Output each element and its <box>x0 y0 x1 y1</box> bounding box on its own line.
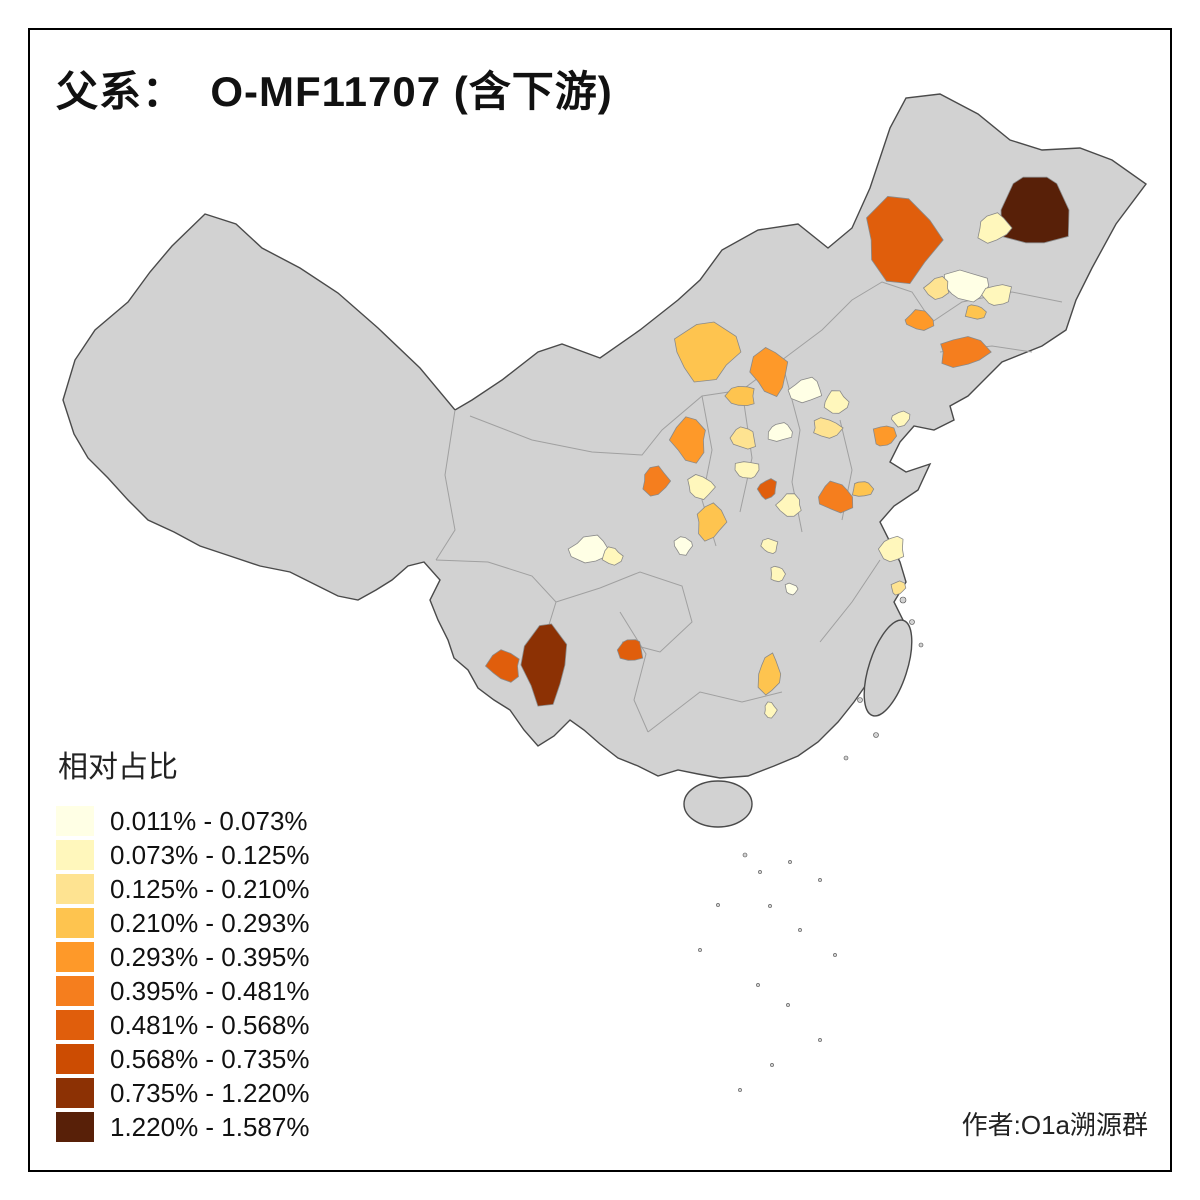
map-region <box>866 195 944 285</box>
map-region <box>981 284 1012 306</box>
map-region <box>642 465 672 497</box>
legend-row: 0.293% - 0.395% <box>56 940 309 974</box>
map-region <box>484 649 520 683</box>
islet <box>758 870 762 874</box>
map-region <box>674 321 742 383</box>
map-region <box>770 565 786 583</box>
legend-row: 0.073% - 0.125% <box>56 838 309 872</box>
map-region <box>813 417 844 439</box>
islet <box>818 1038 822 1042</box>
islet <box>698 948 702 952</box>
attribution: 作者:O1a溯源群 <box>961 1110 1148 1140</box>
map-region <box>964 304 987 320</box>
legend-label: 0.210% - 0.293% <box>110 908 310 938</box>
legend: 相对占比 0.011% - 0.073% 0.073% - 0.125% 0.1… <box>56 742 309 1144</box>
map-region <box>1000 176 1070 244</box>
islet <box>738 1088 742 1092</box>
islet <box>770 1063 774 1067</box>
highlighted-regions <box>484 176 1070 719</box>
map-region <box>567 534 611 564</box>
map-region <box>764 701 778 719</box>
islet <box>798 928 802 932</box>
legend-row: 0.011% - 0.073% <box>56 804 309 838</box>
map-region <box>756 478 777 500</box>
islet <box>833 953 837 957</box>
map-region <box>757 652 782 696</box>
taiwan-island <box>863 619 913 717</box>
legend-title: 相对占比 <box>58 751 178 784</box>
islet <box>716 903 720 907</box>
islet <box>768 904 772 908</box>
map-region <box>601 546 624 566</box>
legend-label: 0.481% - 0.568% <box>110 1010 310 1040</box>
map-region <box>890 580 907 596</box>
legend-swatch <box>56 1112 94 1142</box>
islet <box>909 619 915 625</box>
map-region <box>616 639 644 661</box>
legend-label: 0.568% - 0.735% <box>110 1044 310 1074</box>
legend-swatch <box>56 806 94 836</box>
map-region <box>872 425 898 447</box>
map-region <box>787 376 823 404</box>
legend-swatch <box>56 976 94 1006</box>
map-region <box>823 390 850 414</box>
map-region <box>724 385 755 407</box>
islet <box>873 732 879 738</box>
islet <box>786 1003 790 1007</box>
islet <box>756 983 760 987</box>
map-region <box>922 276 950 300</box>
map-region <box>767 422 793 442</box>
islet <box>788 860 792 864</box>
hainan-island <box>683 780 753 828</box>
map-region <box>818 480 854 514</box>
map-region <box>749 347 789 398</box>
page-title: 父系： O-MF11707 (含下游) <box>56 68 613 115</box>
map-region <box>696 502 728 542</box>
legend-row: 0.481% - 0.568% <box>56 1008 309 1042</box>
legend-swatch <box>56 1078 94 1108</box>
legend-row: 0.568% - 0.735% <box>56 1042 309 1076</box>
legend-row: 0.735% - 1.220% <box>56 1076 309 1110</box>
legend-label: 0.073% - 0.125% <box>110 840 310 870</box>
map-region <box>775 493 802 517</box>
islet <box>818 878 822 882</box>
legend-label: 0.395% - 0.481% <box>110 976 310 1006</box>
map-region <box>784 582 799 596</box>
islet <box>843 755 849 761</box>
legend-label: 0.735% - 1.220% <box>110 1078 310 1108</box>
mainland-outline <box>62 93 1147 779</box>
legend-row: 1.220% - 1.587% <box>56 1110 309 1144</box>
islet <box>857 697 863 703</box>
map-region <box>904 309 935 331</box>
map-region <box>851 481 875 497</box>
islet <box>918 642 924 648</box>
legend-swatch <box>56 908 94 938</box>
legend-row: 0.125% - 0.210% <box>56 872 309 906</box>
map-region <box>668 416 706 464</box>
islet <box>742 852 748 858</box>
map-region <box>687 474 716 500</box>
legend-swatch <box>56 1044 94 1074</box>
legend-swatch <box>56 942 94 972</box>
legend-label: 0.011% - 0.073% <box>110 806 308 836</box>
map-region <box>729 426 756 450</box>
map-region <box>977 212 1013 244</box>
legend-row: 0.210% - 0.293% <box>56 906 309 940</box>
legend-swatch <box>56 1010 94 1040</box>
legend-label: 1.220% - 1.587% <box>110 1112 310 1142</box>
legend-label: 0.125% - 0.210% <box>110 874 310 904</box>
map-region <box>734 461 760 479</box>
islet <box>899 596 907 604</box>
map-region <box>940 336 992 368</box>
legend-swatch <box>56 874 94 904</box>
legend-row: 0.395% - 0.481% <box>56 974 309 1008</box>
map-region <box>760 537 779 555</box>
legend-swatch <box>56 840 94 870</box>
legend-label: 0.293% - 0.395% <box>110 942 310 972</box>
map-region <box>673 536 693 556</box>
map-region <box>877 535 905 563</box>
map-region <box>520 623 568 707</box>
map-region <box>890 410 911 428</box>
